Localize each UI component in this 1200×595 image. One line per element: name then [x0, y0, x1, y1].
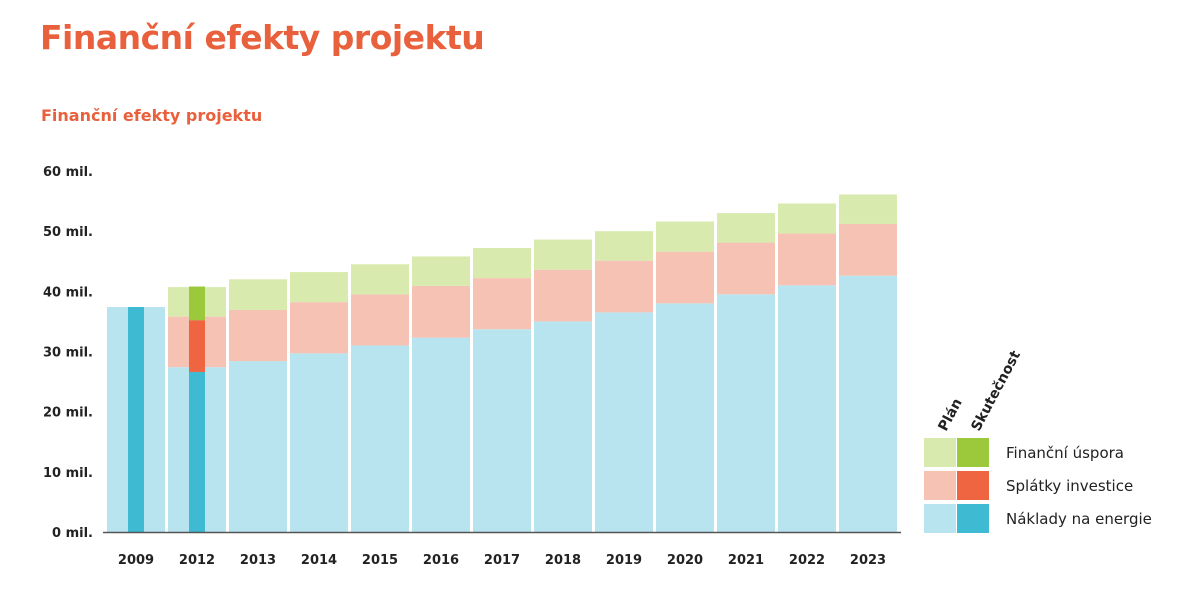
x-tick-label: 2019 — [606, 553, 642, 568]
plan-bar-2016-1 — [412, 285, 470, 338]
plan-bar-2018-0 — [534, 321, 592, 532]
legend-swatch-actual-0 — [957, 504, 989, 533]
plan-bar-2018-1 — [534, 269, 592, 322]
x-tick-label: 2023 — [850, 553, 886, 568]
plan-bar-2017-2 — [473, 248, 531, 279]
plan-bar-2017-1 — [473, 278, 531, 330]
plan-bar-2015-1 — [351, 294, 409, 346]
chart-title: Finanční efekty projektu — [41, 106, 263, 125]
plan-bar-2016-0 — [412, 337, 470, 532]
plan-bar-2014-2 — [290, 272, 348, 303]
legend-swatch-plan-1 — [924, 471, 956, 500]
plan-bar-2018-2 — [534, 239, 592, 270]
y-tick-label: 50 mil. — [43, 225, 93, 240]
legend-swatch-actual-2 — [957, 438, 989, 467]
plan-bar-2020-2 — [656, 221, 714, 252]
y-tick-label: 0 mil. — [52, 526, 93, 541]
actual-bar-2012-1 — [189, 320, 205, 372]
plan-bar-2022-1 — [778, 233, 836, 286]
plan-bar-2021-0 — [717, 294, 775, 532]
y-tick-label: 10 mil. — [43, 466, 93, 481]
y-tick-label: 40 mil. — [43, 285, 93, 300]
x-tick-label: 2022 — [789, 553, 825, 568]
actual-bar-2012-2 — [189, 286, 205, 321]
actual-bar-2009-0 — [128, 306, 144, 532]
legend-label: Náklady na energie — [1006, 510, 1152, 528]
actual-bar-2012-0 — [189, 371, 205, 532]
legend-label: Splátky investice — [1006, 477, 1133, 495]
plan-bar-2017-0 — [473, 329, 531, 532]
plan-bar-2015-0 — [351, 345, 409, 532]
plan-bar-2019-0 — [595, 312, 653, 532]
plan-bar-2020-0 — [656, 303, 714, 532]
x-tick-label: 2013 — [240, 553, 276, 568]
y-tick-label: 30 mil. — [43, 346, 93, 361]
plan-bar-2016-2 — [412, 256, 470, 286]
plan-bar-2023-2 — [839, 194, 897, 224]
legend-label: Finanční úspora — [1006, 444, 1124, 462]
plan-bar-2014-0 — [290, 353, 348, 532]
y-tick-label: 60 mil. — [43, 165, 93, 180]
plan-bar-2022-0 — [778, 285, 836, 532]
x-tick-label: 2015 — [362, 553, 398, 568]
x-tick-label: 2020 — [667, 553, 703, 568]
legend-header-plan: Plán — [935, 396, 965, 434]
legend-header-actual: Skutečnost — [968, 348, 1024, 434]
legend-swatch-actual-1 — [957, 471, 989, 500]
plan-bar-2019-2 — [595, 231, 653, 261]
page-title: Finanční efekty projektu — [40, 18, 485, 57]
x-tick-label: 2014 — [301, 553, 337, 568]
plan-bar-2013-2 — [229, 279, 287, 310]
x-tick-label: 2018 — [545, 553, 581, 568]
plan-bar-2022-2 — [778, 203, 836, 234]
legend-swatch-plan-2 — [924, 438, 956, 467]
plan-bar-2013-1 — [229, 309, 287, 362]
x-tick-label: 2017 — [484, 553, 520, 568]
x-tick-label: 2009 — [118, 553, 154, 568]
plan-bar-2020-1 — [656, 251, 714, 304]
y-tick-label: 20 mil. — [43, 406, 93, 421]
x-tick-label: 2021 — [728, 553, 764, 568]
plan-bar-2023-0 — [839, 275, 897, 532]
plan-bar-2023-1 — [839, 223, 897, 276]
plan-bar-2019-1 — [595, 260, 653, 313]
plan-bar-2014-1 — [290, 302, 348, 354]
plan-bar-2015-2 — [351, 264, 409, 295]
plan-bar-2013-0 — [229, 361, 287, 532]
x-tick-label: 2016 — [423, 553, 459, 568]
x-tick-label: 2012 — [179, 553, 215, 568]
plan-bar-2021-2 — [717, 213, 775, 243]
plan-bar-2021-1 — [717, 242, 775, 295]
legend-swatch-plan-0 — [924, 504, 956, 533]
